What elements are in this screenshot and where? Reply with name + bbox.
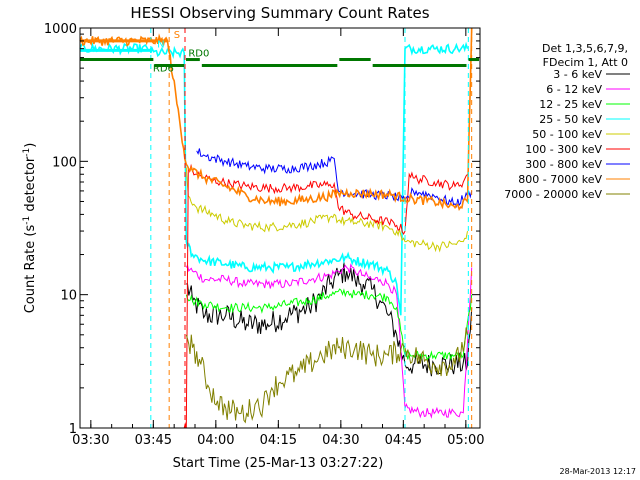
legend-label-6: 100 - 300 keV bbox=[525, 143, 602, 156]
y-label-sup-1: -1 bbox=[22, 216, 32, 225]
x-tick-label-3: 04:00 bbox=[197, 433, 234, 448]
flag-label-1: S bbox=[174, 30, 180, 41]
series-line-2 bbox=[185, 263, 473, 419]
series-line-7 bbox=[196, 148, 473, 209]
legend-label-2: 6 - 12 keV bbox=[546, 83, 602, 96]
x-tick-label-6: 04:45 bbox=[385, 433, 422, 448]
legend-label-7: 300 - 800 keV bbox=[525, 158, 602, 171]
series-line-5 bbox=[185, 167, 468, 253]
series-layer bbox=[79, 27, 473, 429]
series-line-1 bbox=[186, 262, 473, 377]
x-tick-label-1: 03:30 bbox=[72, 433, 109, 448]
y-label-part-2: detector bbox=[23, 156, 38, 216]
chart-title: HESSI Observing Summary Count Rates bbox=[130, 4, 429, 22]
legend: Det 1,3,5,6,7,9,FDecim 1, Att 03 - 6 keV… bbox=[504, 42, 630, 201]
series-line-8 bbox=[79, 27, 473, 212]
legend-header-1: Det 1,3,5,6,7,9, bbox=[542, 42, 628, 55]
legend-header-2: FDecim 1, Att 0 bbox=[543, 56, 628, 69]
series-line-4 bbox=[79, 41, 469, 316]
y-tick-label-4: 1000 bbox=[44, 22, 77, 37]
series-line-3 bbox=[185, 288, 473, 362]
y-label-part-1: Count Rate (s bbox=[23, 225, 38, 314]
x-tick-label-5: 04:30 bbox=[322, 433, 359, 448]
x-tick-label-7: 05:00 bbox=[447, 433, 484, 448]
plot-frame bbox=[79, 27, 481, 429]
flag-label-4: RD0 bbox=[188, 49, 209, 60]
legend-label-1: 3 - 6 keV bbox=[553, 68, 602, 81]
y-axis: 1 10 100 1000 bbox=[44, 22, 480, 437]
timestamp: 28-Mar-2013 12:17 bbox=[560, 467, 637, 476]
x-tick-label-4: 04:15 bbox=[260, 433, 297, 448]
flag-label-2: N bbox=[157, 39, 164, 50]
flag-label-3: RD6 bbox=[153, 64, 174, 75]
y-label-sup-2: -1 bbox=[22, 148, 32, 157]
series-line-9 bbox=[185, 327, 468, 424]
y-label-part-3: ) bbox=[23, 143, 38, 148]
y-tick-label-3: 100 bbox=[52, 155, 77, 170]
x-axis-label: Start Time (25-Mar-13 03:27:22) bbox=[173, 456, 384, 471]
x-axis: 03:30 03:45 04:00 04:15 04:30 04:45 05:00 bbox=[72, 28, 485, 448]
series-line-6 bbox=[183, 163, 468, 429]
flag-layer: SN RD6 RD0 bbox=[80, 30, 479, 75]
x-tick-label-2: 03:45 bbox=[135, 433, 172, 448]
legend-label-3: 12 - 25 keV bbox=[539, 98, 602, 111]
y-axis-label: Count Rate (s-1 detector-1) bbox=[22, 143, 38, 314]
legend-label-8: 800 - 7000 keV bbox=[518, 173, 602, 186]
legend-label-9: 7000 - 20000 keV bbox=[504, 188, 602, 201]
y-tick-label-2: 10 bbox=[60, 289, 77, 304]
y-tick-label-1: 1 bbox=[69, 422, 77, 437]
legend-label-5: 50 - 100 keV bbox=[532, 128, 602, 141]
vline-layer bbox=[150, 28, 473, 428]
legend-label-4: 25 - 50 keV bbox=[539, 113, 602, 126]
